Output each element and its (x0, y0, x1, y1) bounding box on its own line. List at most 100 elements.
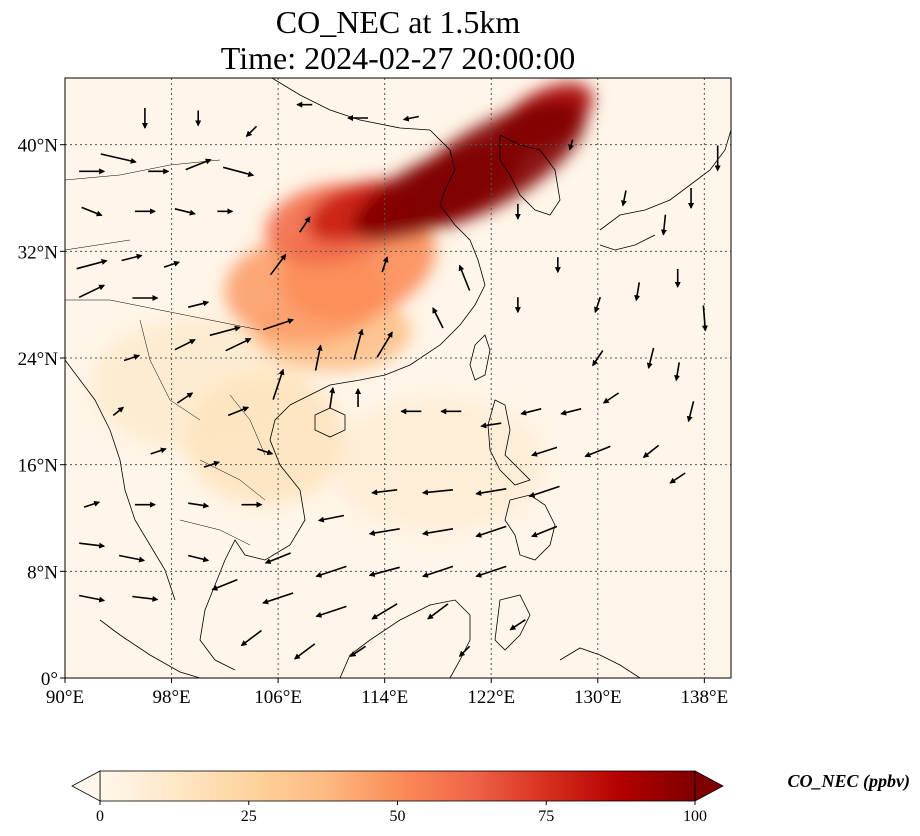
lon-tick-label: 138°E (681, 687, 729, 708)
wind-arrow (272, 368, 285, 400)
lat-tick-label: 40°N (18, 136, 59, 157)
wind-arrow (262, 318, 295, 331)
wind-arrow (264, 552, 291, 564)
wind-arrow (620, 190, 627, 207)
wind-arrow (121, 253, 143, 262)
lat-tick-label: 24°N (18, 349, 59, 370)
longitude-ticks: 90°E 98°E 106°E 114°E 122°E 130°E 138°E (46, 678, 728, 708)
coastline-sumatra (99, 619, 201, 678)
wind-arrow (475, 488, 507, 496)
wind-arrow (315, 565, 347, 578)
lat-tick-label: 16°N (18, 456, 59, 477)
borders (65, 159, 266, 546)
wind-arrow (368, 566, 400, 577)
colorbar-extend-max (694, 770, 724, 802)
wind-arrow (203, 460, 220, 468)
lon-tick-label: 98°E (152, 687, 190, 708)
wind-arrow (594, 296, 602, 314)
wind-arrow (227, 406, 250, 417)
wind-arrow (174, 338, 196, 351)
wind-arrow (112, 406, 125, 416)
wind-arrow (83, 500, 101, 508)
colorbar-ticks: 0 25 50 75 100 (96, 801, 707, 825)
wind-arrow (381, 256, 389, 273)
wind-arrow (353, 328, 364, 360)
lon-tick-label: 90°E (46, 687, 84, 708)
wind-arrow (520, 408, 542, 416)
colorbar-tick-label: 0 (96, 808, 104, 825)
map-title: CO_NEC at 1.5km Time: 2024-02-27 20:00:0… (65, 4, 731, 76)
wind-arrow (560, 408, 582, 416)
wind-arrow (262, 592, 294, 605)
wind-arrow (188, 502, 210, 509)
wind-arrow (188, 554, 210, 563)
lat-tick-label: 0° (41, 669, 58, 690)
wind-arrow (211, 578, 238, 591)
wind-arrow (701, 305, 708, 332)
wind-arrow (176, 392, 194, 404)
wind-arrow (257, 448, 274, 456)
wind-arrow (646, 347, 655, 369)
wind-arrow (660, 214, 667, 236)
plume-0 (331, 398, 545, 532)
wind-arrow (163, 260, 181, 268)
coastline-japan (599, 129, 731, 251)
wind-arrow (240, 629, 262, 647)
coastline-sulawesi (494, 594, 531, 651)
wind-arrow (480, 422, 502, 429)
coastline-indochina (199, 404, 306, 671)
wind-arrow (475, 525, 507, 538)
coastline-china-east (271, 78, 486, 406)
wind-arrow (349, 645, 366, 657)
wind-arrow (225, 337, 252, 352)
wind-arrow (458, 264, 471, 291)
wind-arrow (123, 354, 141, 362)
coastline-myanmar (65, 359, 176, 601)
wind-arrow (188, 300, 210, 308)
plume-10 (352, 141, 524, 241)
lon-tick-label: 106°E (254, 687, 302, 708)
wind-arrow (422, 565, 454, 578)
wind-arrow (592, 350, 604, 367)
wind-arrow (185, 158, 212, 171)
wind-arrow (78, 594, 106, 603)
wind-arrow (245, 125, 258, 138)
wind-arrow (174, 208, 196, 216)
wind-arrow (531, 446, 558, 457)
lon-tick-label: 130°E (574, 687, 622, 708)
wind-arrow (634, 282, 641, 302)
coastline-korea (499, 134, 561, 216)
colorbar-tick-label: 100 (683, 808, 707, 825)
colorbar-ramp (99, 770, 696, 802)
wind-arrow (421, 489, 454, 496)
map-area (65, 78, 731, 678)
coastline-taiwan (469, 334, 491, 381)
wind-arrow (669, 472, 686, 484)
wind-arrow (314, 344, 323, 371)
wind-arrow (509, 619, 526, 631)
colorbar-tick-label: 25 (241, 808, 257, 825)
coastline-philippines-luzon (487, 399, 531, 486)
plume-2 (184, 371, 345, 505)
colorbar: 0 25 50 75 100 CO_NEC (ppbv) (71, 770, 910, 825)
wind-arrow (602, 392, 620, 404)
wind-arrow (376, 331, 393, 358)
wind-arrow (421, 528, 454, 536)
wind-arrow (432, 307, 444, 329)
wind-arrow (132, 595, 159, 602)
wind-arrow (402, 115, 419, 122)
wind-arrow (299, 216, 311, 233)
wind-arrow (150, 447, 167, 455)
colorbar-tick-label: 50 (390, 808, 406, 825)
wind-arrow (81, 206, 103, 217)
map-frame (64, 77, 732, 679)
latitude-ticks: 0° 8°N 16°N 24°N 32°N 40°N (18, 136, 65, 690)
wind-arrow (371, 489, 398, 496)
wind-arrow (531, 525, 558, 538)
wind-vectors (76, 101, 721, 660)
wind-arrow (475, 565, 507, 578)
coastline-new-guinea (559, 647, 641, 678)
wind-arrow (78, 284, 106, 299)
wind-arrow (317, 514, 345, 523)
